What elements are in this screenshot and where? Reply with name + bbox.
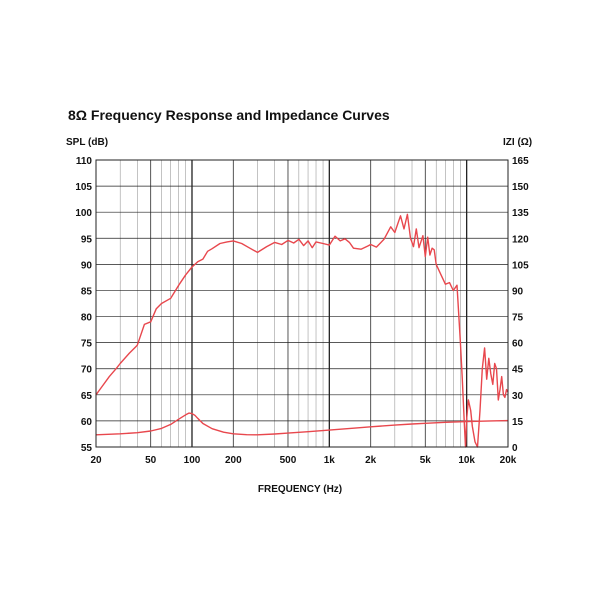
y-tick-label-left: 80 [81, 313, 93, 324]
plot-frame [95, 159, 509, 448]
y-axis-left-label: SPL (dB) [66, 137, 108, 148]
y-tick-label-right: 90 [512, 286, 524, 297]
y-axis-right-label: IZI (Ω) [503, 137, 532, 148]
x-axis-label: FREQUENCY (Hz) [258, 484, 342, 495]
y-tick-label-right: 75 [512, 313, 524, 324]
spl-curve [95, 213, 509, 448]
y-tick-label-right: 165 [512, 156, 529, 167]
grid [95, 159, 509, 448]
y-tick-label-left: 100 [75, 208, 92, 219]
y-tick-label-right: 30 [512, 391, 524, 402]
x-tick-label: 5k [420, 455, 432, 466]
chart-title: 8Ω Frequency Response and Impedance Curv… [68, 107, 390, 123]
y-tick-label-left: 110 [76, 156, 93, 167]
y-tick-label-right: 60 [512, 339, 524, 350]
impedance-curve [95, 412, 509, 436]
x-tick-label: 200 [225, 455, 242, 466]
x-tick-label: 500 [280, 455, 297, 466]
tick-labels: 20 50 100 200 500 1k 2k 5k 10k 20k 55 60 65 70 75 80 85 9… [75, 156, 529, 466]
x-tick-label: 2k [365, 455, 377, 466]
y-tick-label-right: 0 [512, 443, 518, 454]
x-tick-label: 20k [500, 455, 517, 466]
y-tick-label-left: 65 [81, 391, 93, 402]
y-tick-label-right: 135 [512, 208, 529, 219]
y-tick-label-right: 105 [512, 260, 529, 271]
x-tick-label: 50 [145, 455, 157, 466]
series-lines [95, 213, 509, 448]
y-tick-label-right: 150 [512, 182, 529, 193]
y-tick-label-left: 90 [81, 260, 93, 271]
x-tick-label: 1k [324, 455, 336, 466]
x-tick-label: 10k [458, 455, 475, 466]
y-tick-label-left: 55 [81, 443, 93, 454]
x-tick-label: 20 [90, 455, 102, 466]
y-tick-label-right: 15 [512, 417, 524, 428]
y-tick-label-left: 75 [81, 339, 93, 350]
y-tick-label-left: 105 [75, 182, 92, 193]
y-tick-label-left: 70 [81, 365, 93, 376]
y-tick-label-right: 45 [512, 365, 524, 376]
y-tick-label-left: 60 [81, 417, 93, 428]
x-tick-label: 100 [184, 455, 201, 466]
y-tick-label-left: 95 [81, 234, 93, 245]
y-tick-label-right: 120 [512, 234, 529, 245]
y-tick-label-left: 85 [81, 286, 93, 297]
